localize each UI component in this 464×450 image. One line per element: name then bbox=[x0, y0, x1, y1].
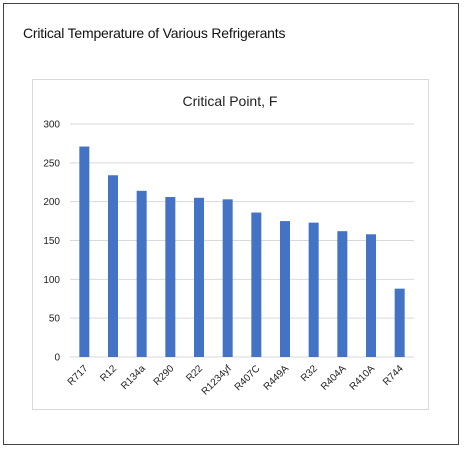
bar-r12 bbox=[108, 175, 118, 357]
bar-r290 bbox=[165, 197, 176, 357]
y-tick-label: 100 bbox=[43, 275, 60, 286]
x-tick-label: R744 bbox=[381, 363, 406, 388]
y-tick-label: 50 bbox=[49, 314, 61, 325]
chart-title: Critical Point, F bbox=[183, 93, 278, 109]
bars bbox=[79, 146, 405, 357]
x-tick-label: R22 bbox=[184, 363, 205, 384]
y-tick-label: 150 bbox=[43, 236, 60, 247]
bar-r32 bbox=[308, 222, 319, 357]
y-tick-label: 0 bbox=[54, 353, 60, 364]
y-tick-label: 200 bbox=[43, 197, 60, 208]
x-tick-label: R1234yf bbox=[200, 363, 234, 397]
bar-r22 bbox=[194, 197, 204, 357]
y-axis-ticks: 0 50 100 150 200 250 300 bbox=[43, 120, 60, 364]
bar-r744 bbox=[394, 288, 405, 357]
x-tick-label: R717 bbox=[66, 363, 91, 388]
x-tick-label: R134a bbox=[119, 363, 148, 392]
x-tick-label: R407C bbox=[233, 363, 263, 393]
x-tick-label: R404A bbox=[319, 363, 349, 393]
x-tick-label: R290 bbox=[152, 363, 177, 388]
bar-r449a bbox=[280, 221, 290, 357]
bar-r717 bbox=[79, 146, 90, 357]
bar-r1234yf bbox=[222, 199, 233, 357]
y-tick-label: 250 bbox=[43, 158, 60, 169]
x-tick-label: R410A bbox=[348, 363, 378, 393]
y-tick-label: 300 bbox=[43, 120, 60, 131]
bar-r407c bbox=[251, 212, 262, 357]
bar-r404a bbox=[337, 231, 348, 357]
bar-r410a bbox=[366, 234, 376, 357]
gridlines bbox=[70, 123, 414, 358]
x-tick-label: R12 bbox=[98, 363, 119, 384]
figure-title: Critical Temperature of Various Refriger… bbox=[23, 25, 286, 41]
bar-r134a bbox=[136, 190, 147, 357]
x-tick-label: R32 bbox=[299, 363, 320, 384]
x-tick-label: R449A bbox=[262, 363, 292, 393]
